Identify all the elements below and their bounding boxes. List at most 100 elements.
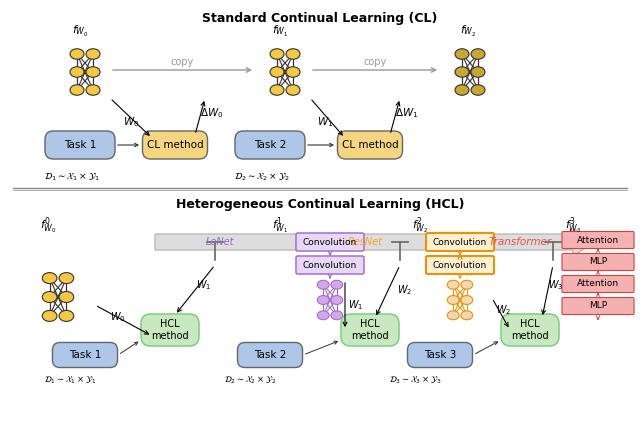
Ellipse shape bbox=[42, 272, 57, 284]
FancyBboxPatch shape bbox=[235, 131, 305, 159]
FancyBboxPatch shape bbox=[45, 131, 115, 159]
Ellipse shape bbox=[461, 280, 473, 289]
Ellipse shape bbox=[86, 67, 100, 77]
Text: $f_{W_0}$: $f_{W_0}$ bbox=[72, 24, 88, 39]
FancyBboxPatch shape bbox=[562, 253, 634, 271]
Ellipse shape bbox=[455, 67, 469, 77]
FancyBboxPatch shape bbox=[408, 342, 472, 368]
Ellipse shape bbox=[455, 49, 469, 59]
Ellipse shape bbox=[286, 67, 300, 77]
Ellipse shape bbox=[471, 49, 485, 59]
Text: MLP: MLP bbox=[589, 301, 607, 311]
Ellipse shape bbox=[447, 296, 459, 304]
Ellipse shape bbox=[447, 280, 459, 289]
Ellipse shape bbox=[461, 311, 473, 320]
Ellipse shape bbox=[59, 291, 74, 303]
Text: $f^2_{W_2}$: $f^2_{W_2}$ bbox=[412, 215, 428, 236]
Text: Convolution: Convolution bbox=[433, 261, 487, 269]
Text: $f^1_{W_1}$: $f^1_{W_1}$ bbox=[272, 215, 288, 236]
FancyBboxPatch shape bbox=[562, 298, 634, 314]
Ellipse shape bbox=[270, 49, 284, 59]
Text: Task 1: Task 1 bbox=[69, 350, 101, 360]
Text: HCL
method: HCL method bbox=[511, 319, 549, 341]
Ellipse shape bbox=[471, 67, 485, 77]
FancyBboxPatch shape bbox=[141, 314, 199, 346]
Text: LeNet: LeNet bbox=[205, 237, 234, 247]
Ellipse shape bbox=[42, 310, 57, 321]
Text: Transformer: Transformer bbox=[488, 237, 552, 247]
Ellipse shape bbox=[331, 311, 343, 320]
Text: $\Delta W_0$: $\Delta W_0$ bbox=[200, 106, 223, 120]
Ellipse shape bbox=[331, 296, 343, 304]
Text: Convolution: Convolution bbox=[433, 237, 487, 247]
Text: HCL
method: HCL method bbox=[151, 319, 189, 341]
Ellipse shape bbox=[331, 280, 343, 289]
Ellipse shape bbox=[86, 85, 100, 95]
Text: $W_1$: $W_1$ bbox=[317, 115, 333, 129]
Text: $\mathcal{D}_3 \sim \mathcal{X}_3 \times \mathcal{Y}_3$: $\mathcal{D}_3 \sim \mathcal{X}_3 \times… bbox=[388, 375, 442, 386]
Text: Task 2: Task 2 bbox=[254, 140, 286, 150]
Ellipse shape bbox=[270, 85, 284, 95]
Ellipse shape bbox=[59, 310, 74, 321]
Ellipse shape bbox=[70, 85, 84, 95]
Text: Attention: Attention bbox=[577, 280, 619, 288]
Text: $\mathcal{D}_1 \sim \mathcal{X}_1 \times \mathcal{Y}_1$: $\mathcal{D}_1 \sim \mathcal{X}_1 \times… bbox=[44, 170, 100, 182]
FancyBboxPatch shape bbox=[296, 233, 364, 251]
FancyBboxPatch shape bbox=[341, 314, 399, 346]
Ellipse shape bbox=[447, 311, 459, 320]
FancyBboxPatch shape bbox=[562, 232, 634, 248]
Text: copy: copy bbox=[171, 57, 194, 67]
Text: $\mathcal{D}_2 \sim \mathcal{X}_2 \times \mathcal{Y}_2$: $\mathcal{D}_2 \sim \mathcal{X}_2 \times… bbox=[234, 170, 290, 182]
Ellipse shape bbox=[471, 85, 485, 95]
Ellipse shape bbox=[59, 272, 74, 284]
Ellipse shape bbox=[455, 85, 469, 95]
FancyBboxPatch shape bbox=[143, 131, 207, 159]
Text: $\mathcal{D}_2 \sim \mathcal{X}_2 \times \mathcal{Y}_2$: $\mathcal{D}_2 \sim \mathcal{X}_2 \times… bbox=[224, 375, 276, 386]
Ellipse shape bbox=[461, 296, 473, 304]
Ellipse shape bbox=[317, 296, 329, 304]
Text: Task 3: Task 3 bbox=[424, 350, 456, 360]
Ellipse shape bbox=[317, 280, 329, 289]
Ellipse shape bbox=[286, 49, 300, 59]
Text: $W_2$: $W_2$ bbox=[397, 283, 412, 297]
Ellipse shape bbox=[70, 67, 84, 77]
FancyBboxPatch shape bbox=[296, 256, 364, 274]
Text: $W_0$: $W_0$ bbox=[123, 115, 140, 129]
Text: HCL
method: HCL method bbox=[351, 319, 389, 341]
Text: Task 2: Task 2 bbox=[254, 350, 286, 360]
Text: $W_3$: $W_3$ bbox=[548, 278, 563, 292]
FancyBboxPatch shape bbox=[237, 342, 303, 368]
Ellipse shape bbox=[270, 67, 284, 77]
Ellipse shape bbox=[286, 85, 300, 95]
Text: Convolution: Convolution bbox=[303, 237, 357, 247]
Text: $\mathcal{D}_1 \sim \mathcal{X}_1 \times \mathcal{Y}_1$: $\mathcal{D}_1 \sim \mathcal{X}_1 \times… bbox=[44, 375, 96, 386]
Ellipse shape bbox=[70, 49, 84, 59]
Text: Task 1: Task 1 bbox=[64, 140, 96, 150]
Text: CL method: CL method bbox=[147, 140, 204, 150]
Text: $f_{W_1}$: $f_{W_1}$ bbox=[272, 24, 288, 39]
Ellipse shape bbox=[86, 49, 100, 59]
Text: $\Delta W_1$: $\Delta W_1$ bbox=[395, 106, 419, 120]
FancyBboxPatch shape bbox=[501, 314, 559, 346]
FancyArrow shape bbox=[155, 228, 595, 256]
FancyBboxPatch shape bbox=[52, 342, 118, 368]
FancyBboxPatch shape bbox=[426, 256, 494, 274]
Text: $W_1$: $W_1$ bbox=[196, 278, 211, 292]
Text: Heterogeneous Continual Learning (HCL): Heterogeneous Continual Learning (HCL) bbox=[176, 198, 464, 211]
Text: $f^3_{W_3}$: $f^3_{W_3}$ bbox=[564, 215, 581, 236]
Text: CL method: CL method bbox=[342, 140, 398, 150]
FancyBboxPatch shape bbox=[562, 275, 634, 293]
FancyBboxPatch shape bbox=[337, 131, 403, 159]
Text: $f_{W_2}$: $f_{W_2}$ bbox=[460, 24, 476, 39]
Text: Attention: Attention bbox=[577, 235, 619, 245]
Ellipse shape bbox=[42, 291, 57, 303]
FancyBboxPatch shape bbox=[426, 233, 494, 251]
Text: copy: copy bbox=[364, 57, 387, 67]
Text: Standard Continual Learning (CL): Standard Continual Learning (CL) bbox=[202, 12, 438, 25]
Text: MLP: MLP bbox=[589, 258, 607, 266]
Text: $f^0_{W_0}$: $f^0_{W_0}$ bbox=[40, 215, 56, 236]
Text: Convolution: Convolution bbox=[303, 261, 357, 269]
Text: $W_1$: $W_1$ bbox=[348, 298, 364, 312]
Text: $W_2$: $W_2$ bbox=[496, 303, 511, 317]
Text: ResNet: ResNet bbox=[348, 237, 383, 247]
